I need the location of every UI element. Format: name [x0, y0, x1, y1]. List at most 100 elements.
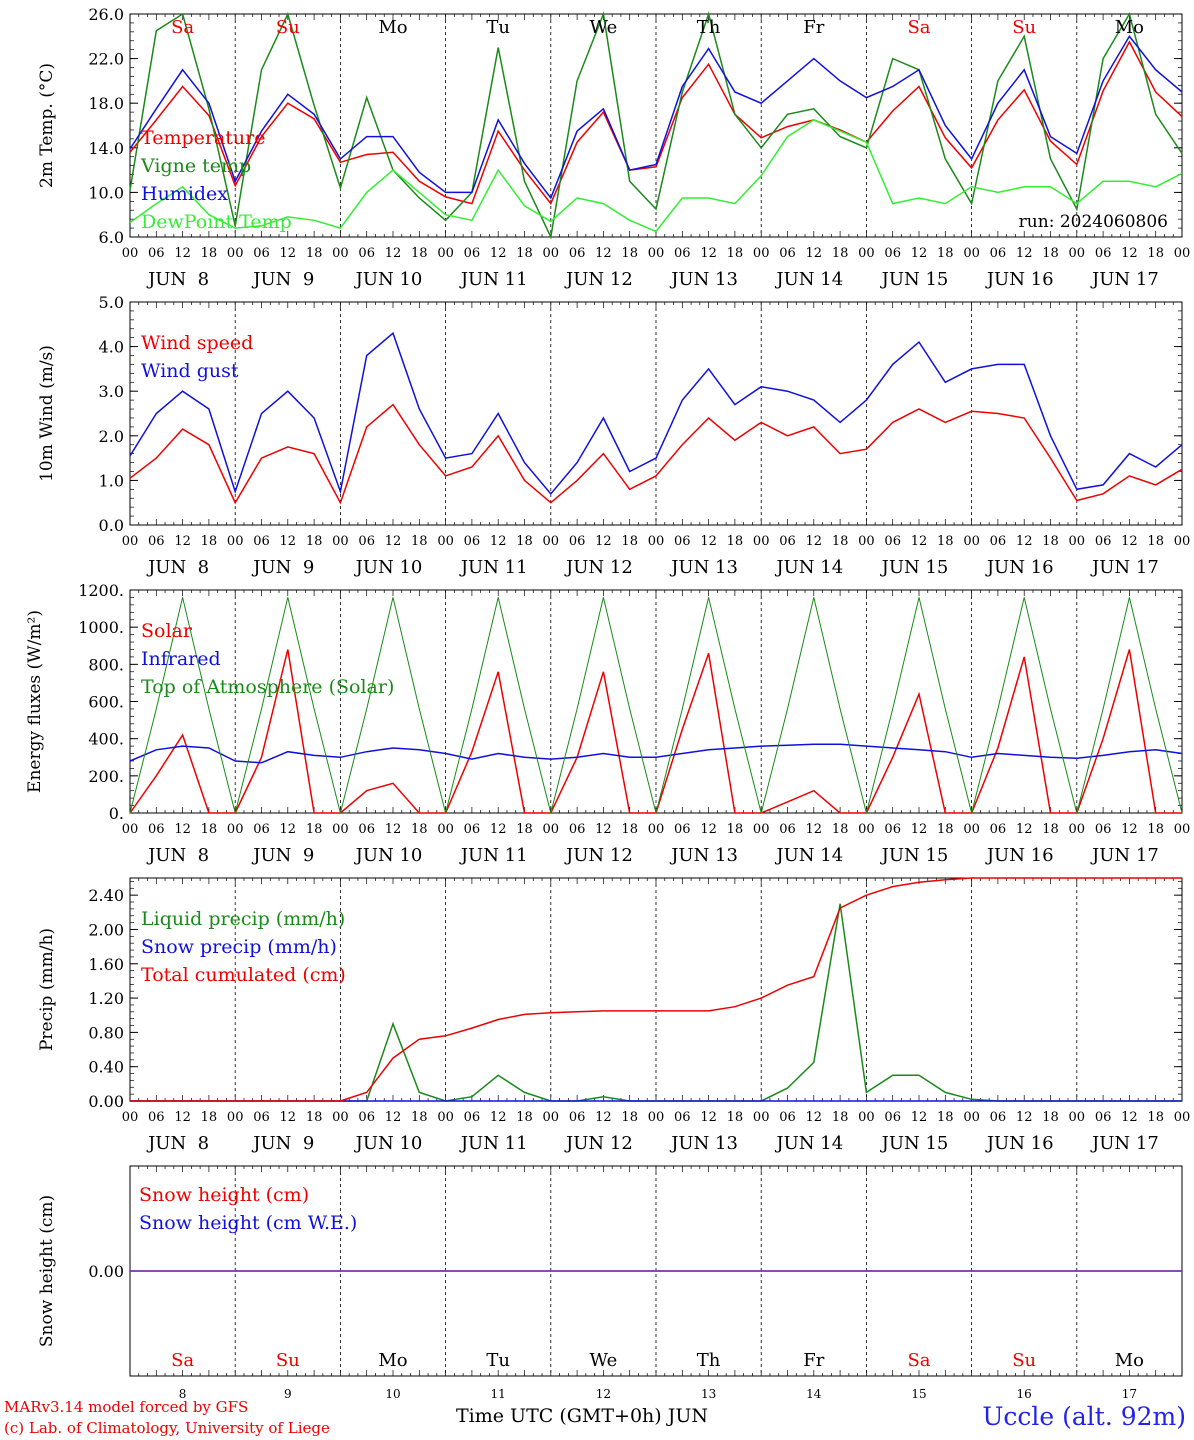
- weekday-label: Fr: [803, 1350, 824, 1371]
- hour-tick-label: 12: [490, 822, 507, 837]
- legend-entry: Vigne temp: [140, 155, 251, 177]
- date-label: JUN 9: [251, 1133, 314, 1154]
- hour-tick-label: 18: [727, 534, 744, 549]
- hour-tick-label: 00: [858, 246, 875, 261]
- hour-tick-label: 00: [648, 246, 665, 261]
- hour-tick-label: 12: [280, 534, 297, 549]
- hour-tick-label: 06: [674, 534, 691, 549]
- legend-entry: Humidex: [141, 183, 228, 205]
- y-tick-label: 400.: [88, 730, 124, 749]
- hour-tick-label: 06: [990, 534, 1007, 549]
- hour-tick-label: 00: [332, 534, 349, 549]
- y-tick-label: 1.60: [88, 955, 124, 974]
- date-label: JUN 13: [669, 557, 738, 578]
- series-line-green: [129, 11, 1183, 240]
- hour-tick-label: 12: [595, 822, 612, 837]
- series-line-blue: [129, 743, 1183, 764]
- hour-tick-label: 00: [1174, 1110, 1191, 1125]
- hour-tick-label: 12: [174, 246, 191, 261]
- date-label: JUN 9: [251, 269, 314, 290]
- y-tick-label: 1000.: [78, 618, 124, 637]
- hour-tick-label: 18: [516, 246, 533, 261]
- weekday-label: We: [590, 17, 618, 38]
- hour-tick-label: 00: [753, 1110, 770, 1125]
- date-label: JUN 15: [880, 557, 949, 578]
- hour-tick-label: 12: [806, 822, 823, 837]
- hour-tick-label: 12: [174, 822, 191, 837]
- hour-tick-label: 00: [1174, 822, 1191, 837]
- hour-tick-label: 00: [437, 534, 454, 549]
- x-axis-label: Time UTC (GMT+0h): [456, 1405, 662, 1427]
- weekday-label: Su: [276, 17, 300, 38]
- panel-frame: [129, 13, 1183, 238]
- y-tick-label: 0.80: [88, 1023, 124, 1042]
- hour-tick-label: 12: [1016, 822, 1033, 837]
- day-number-label: 13: [701, 1387, 716, 1401]
- hour-tick-label: 12: [1016, 534, 1033, 549]
- hour-tick-label: 18: [832, 1110, 849, 1125]
- series-line-red: [130, 877, 1182, 1102]
- day-number-label: 17: [1122, 1387, 1137, 1401]
- hour-tick-label: 00: [122, 246, 139, 261]
- hour-tick-label: 06: [569, 246, 586, 261]
- hour-tick-label: 00: [858, 822, 875, 837]
- hour-tick-label: 12: [806, 246, 823, 261]
- hour-tick-label: 18: [937, 534, 954, 549]
- date-label: JUN 14: [774, 1133, 843, 1154]
- hour-tick-label: 06: [358, 534, 375, 549]
- series-line-lightgreen: [129, 119, 1183, 233]
- y-tick-label: 0.0: [99, 516, 124, 535]
- hour-tick-label: 12: [1121, 822, 1138, 837]
- date-label: JUN 13: [669, 1133, 738, 1154]
- y-tick-label: 2.40: [88, 886, 124, 905]
- weekday-label: Su: [1012, 17, 1036, 38]
- hour-tick-label: 18: [1042, 822, 1059, 837]
- y-axis-label: Precip (mm/h): [37, 928, 57, 1051]
- date-label: JUN 11: [459, 269, 528, 290]
- hour-tick-label: 12: [385, 822, 402, 837]
- date-label: JUN 12: [564, 557, 633, 578]
- legend-entry: Wind speed: [141, 332, 253, 354]
- hour-tick-label: 00: [332, 1110, 349, 1125]
- hour-tick-label: 06: [464, 534, 481, 549]
- hour-tick-label: 12: [385, 534, 402, 549]
- y-tick-label: 600.: [88, 693, 124, 712]
- date-label: JUN 10: [354, 1133, 423, 1154]
- hour-tick-label: 00: [227, 1110, 244, 1125]
- date-label: JUN 8: [146, 845, 209, 866]
- date-label: JUN 17: [1090, 1133, 1159, 1154]
- date-label: JUN 16: [985, 269, 1054, 290]
- date-label: JUN 14: [774, 557, 843, 578]
- weekday-label: Mo: [378, 17, 407, 38]
- date-label: JUN 10: [354, 845, 423, 866]
- hour-tick-label: 12: [700, 1110, 717, 1125]
- x-axis-title: Time UTC (GMT+0h) JUN: [456, 1405, 708, 1427]
- hour-tick-label: 12: [911, 1110, 928, 1125]
- weekday-label: Su: [1012, 1350, 1036, 1371]
- hour-tick-label: 18: [201, 822, 218, 837]
- hour-tick-label: 12: [490, 534, 507, 549]
- hour-tick-label: 06: [990, 246, 1007, 261]
- panel-2: 0.0 1.0 2.0 3.0 4.0 5.0 10m Wind (m/s) Wind spe…: [37, 293, 1190, 578]
- hour-tick-label: 06: [779, 1110, 796, 1125]
- hour-tick-label: 06: [884, 534, 901, 549]
- weekday-label: Sa: [907, 17, 930, 38]
- panel-1: 6.0 10.0 14.0 18.0 22.0 26.0 2m Temp. (°C) Temp…: [37, 5, 1190, 290]
- hour-tick-label: 18: [201, 534, 218, 549]
- date-label: JUN 12: [564, 269, 633, 290]
- hour-tick-label: 12: [595, 246, 612, 261]
- hour-tick-label: 18: [727, 822, 744, 837]
- hour-tick-label: 12: [806, 1110, 823, 1125]
- hour-tick-label: 00: [332, 822, 349, 837]
- date-label: JUN 8: [146, 557, 209, 578]
- day-number-label: 11: [491, 1387, 506, 1401]
- hour-tick-label: 12: [911, 246, 928, 261]
- legend-entry: Snow precip (mm/h): [141, 936, 337, 958]
- date-label: JUN 11: [459, 1133, 528, 1154]
- hour-tick-label: 00: [753, 534, 770, 549]
- hour-tick-label: 18: [621, 534, 638, 549]
- series-line-blue: [129, 34, 1183, 200]
- legend-entry: Snow height (cm): [139, 1184, 309, 1206]
- hour-tick-label: 00: [1174, 246, 1191, 261]
- legend-entry: Snow height (cm W.E.): [139, 1212, 357, 1234]
